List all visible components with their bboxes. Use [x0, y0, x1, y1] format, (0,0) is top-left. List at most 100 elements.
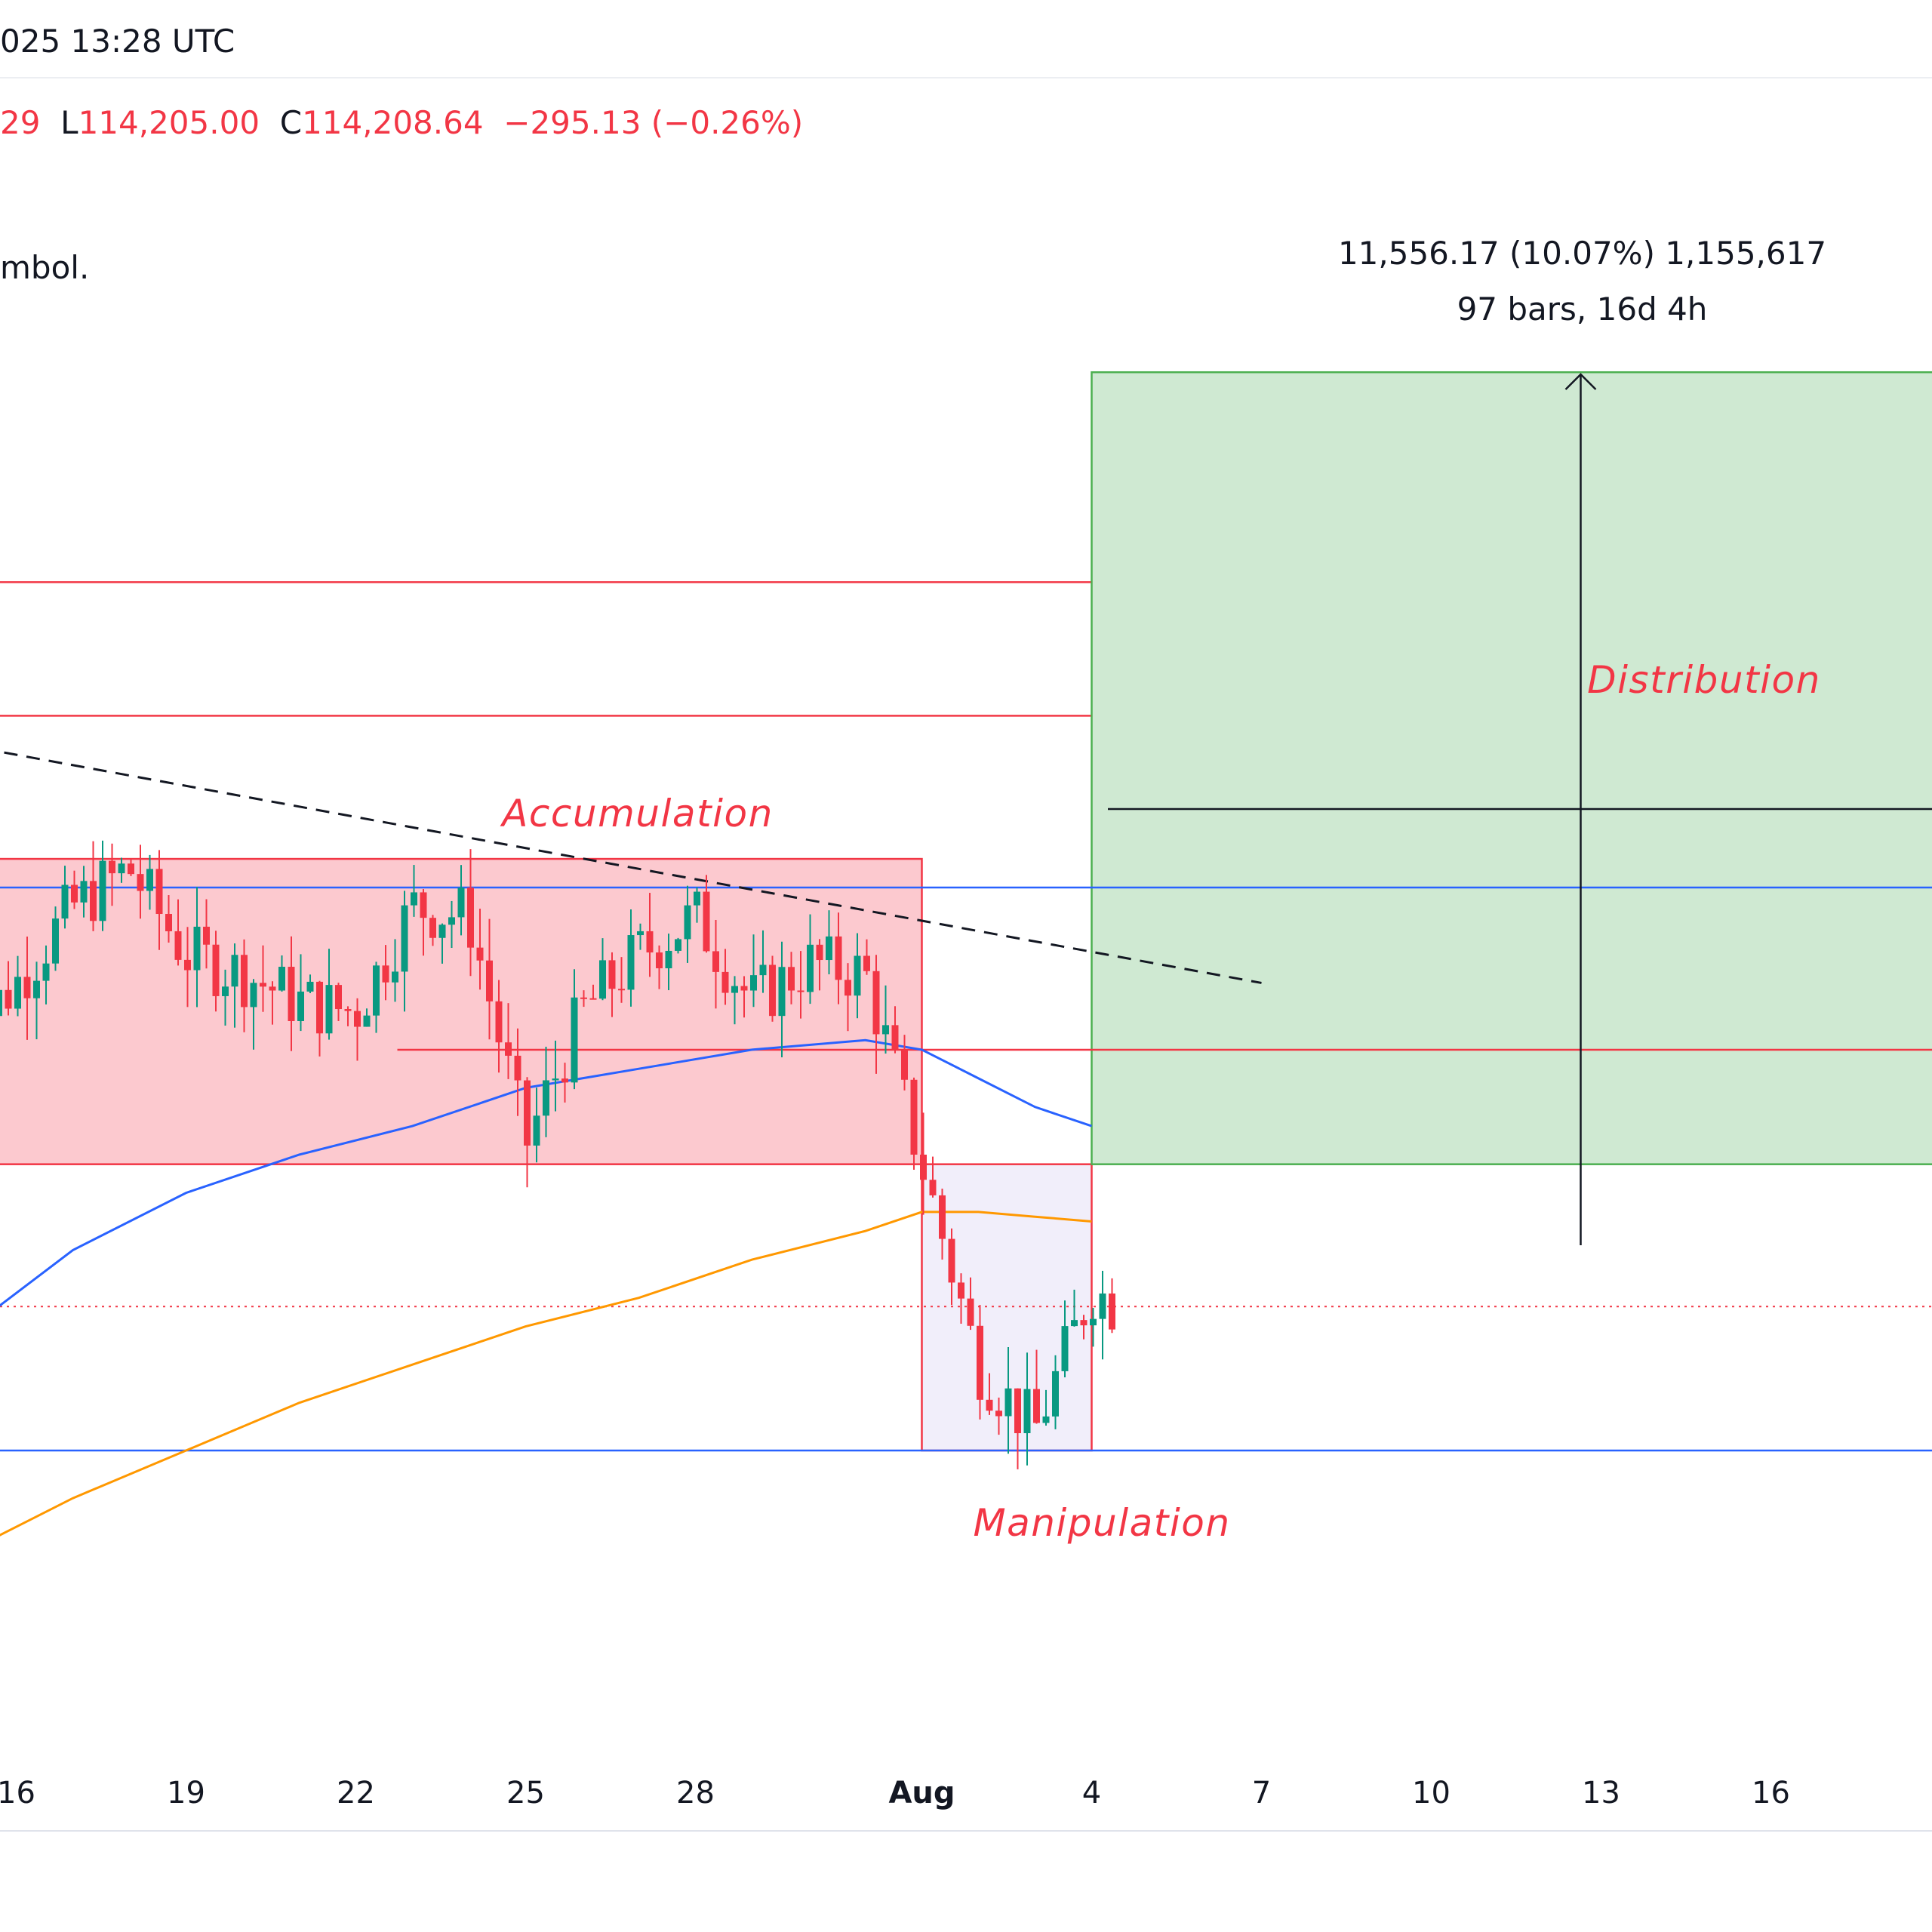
candle-body — [524, 1080, 531, 1146]
candle-body — [1023, 1389, 1031, 1434]
candle-body — [42, 963, 50, 981]
candle-body — [1071, 1320, 1078, 1327]
candle-body — [750, 975, 757, 991]
ohlc-high-value: 29 — [0, 104, 41, 141]
candle-body — [995, 1411, 1002, 1417]
candle-body — [316, 981, 323, 1034]
candle-body — [929, 1180, 937, 1195]
candle-body — [1099, 1293, 1106, 1319]
candle-body — [891, 1025, 899, 1050]
candle-body — [731, 986, 738, 993]
candle-body — [457, 888, 465, 918]
candle-body — [920, 1154, 927, 1180]
candle-body — [589, 998, 597, 1000]
candle-body — [637, 931, 644, 936]
candle-body — [608, 960, 616, 989]
candle-body — [146, 869, 153, 891]
candle-body — [382, 965, 389, 983]
candle-body — [599, 960, 606, 999]
candle-body — [354, 1011, 361, 1027]
candle-body — [61, 884, 69, 919]
candle-body — [260, 983, 266, 987]
candle-body — [109, 860, 115, 874]
candle-body — [807, 944, 814, 992]
candle-body — [23, 977, 31, 998]
x-tick-label: 4 — [1082, 1776, 1101, 1810]
candle-body — [278, 967, 285, 991]
x-tick-label: 16 — [0, 1776, 35, 1810]
candle-body — [193, 926, 201, 971]
symbol-notice: mbol. — [0, 249, 90, 286]
candle-body — [901, 1049, 908, 1080]
candle-body — [373, 965, 380, 1016]
candle-body — [495, 1001, 503, 1043]
candle-body — [543, 1080, 549, 1116]
candle-body — [571, 997, 578, 1083]
candle-body — [392, 971, 398, 983]
candle-body — [344, 1009, 352, 1011]
candle-body — [71, 884, 78, 903]
candle-body — [703, 891, 710, 952]
candle-body — [0, 989, 2, 1017]
measure-label-line2: 97 bars, 16d 4h — [1457, 291, 1708, 328]
candle-body — [1080, 1320, 1088, 1326]
candle-body — [411, 892, 417, 906]
candle-body — [665, 950, 672, 969]
candle-body — [958, 1282, 964, 1299]
moving-average-1 — [0, 1038, 1092, 1307]
candle-body — [835, 936, 842, 980]
candle-body — [561, 1078, 568, 1083]
candle-body — [467, 888, 474, 948]
candle-body — [533, 1115, 540, 1146]
candle-body — [778, 967, 786, 1017]
candle-body — [646, 931, 654, 953]
candle-body — [438, 924, 446, 938]
moving-averages-layer — [0, 1038, 1092, 1537]
candle-body — [627, 935, 635, 990]
candle-body — [137, 874, 144, 891]
candle-body — [967, 1298, 974, 1326]
candle-body — [514, 1055, 521, 1081]
candle-body — [721, 971, 729, 993]
x-tick-label: 7 — [1252, 1776, 1271, 1810]
zone-distribution-target — [1091, 371, 1932, 1165]
candle-body — [476, 947, 484, 961]
candle-body — [363, 1015, 371, 1027]
candle-body — [222, 986, 229, 996]
candle-body — [552, 1078, 559, 1081]
candle-body — [684, 905, 691, 940]
candle-body — [80, 881, 88, 903]
candle-body — [128, 863, 134, 875]
candle-body — [759, 964, 767, 976]
candle-body — [769, 964, 776, 1017]
candle-body — [14, 977, 21, 1009]
candle-body — [297, 991, 304, 1022]
x-tick-label: 16 — [1752, 1776, 1790, 1810]
ohlc-close-value: 114,208.64 — [302, 104, 484, 141]
label-accumulation: Accumulation — [500, 792, 774, 835]
x-tick-label: 25 — [506, 1776, 545, 1810]
candle-body — [335, 985, 342, 1010]
candle-body — [250, 983, 257, 1008]
candle-body — [1109, 1293, 1115, 1330]
candle-body — [910, 1079, 918, 1155]
candle-body — [33, 980, 40, 998]
candle-body — [675, 939, 681, 951]
candle-body — [656, 952, 663, 969]
candle-body — [429, 918, 436, 938]
x-axis: 16 19 22 25 28 Aug 4 7 10 13 16 1 — [0, 1776, 1932, 1810]
candle-body — [5, 989, 12, 1009]
x-tick-label: Aug — [888, 1776, 955, 1810]
candle-body — [844, 980, 851, 996]
candle-body — [165, 914, 172, 931]
header-datetime: 025 13:28 UTC — [0, 23, 235, 60]
x-tick-label: 22 — [337, 1776, 375, 1810]
x-tick-label: 13 — [1582, 1776, 1620, 1810]
candle-body — [155, 869, 163, 915]
ohlc-change-value: −295.13 (−0.26%) — [503, 104, 804, 141]
measure-label-line1: 11,556.17 (10.07%) 1,155,617 — [1338, 235, 1826, 272]
measure-tool-layer: 11,556.17 (10.07%) 1,155,617 97 bars, 16d… — [1108, 235, 1932, 1245]
x-tick-label: 1 — [1931, 1776, 1932, 1810]
moving-average-2 — [0, 1211, 1092, 1537]
